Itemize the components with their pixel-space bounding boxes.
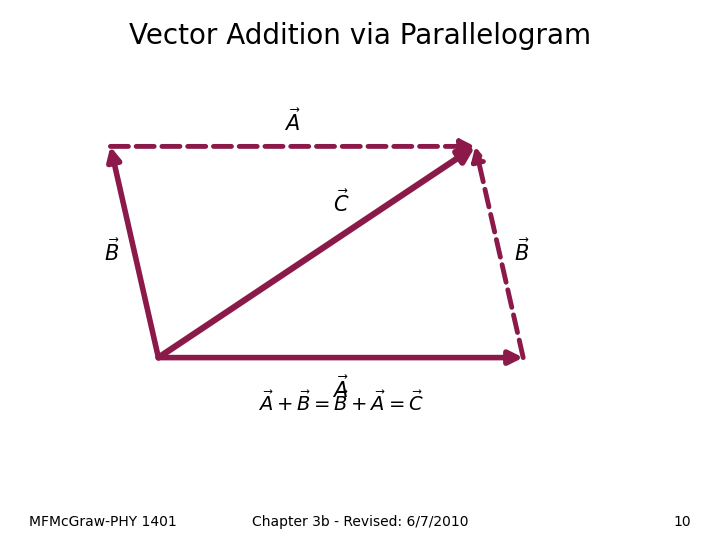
Text: Chapter 3b - Revised: 6/7/2010: Chapter 3b - Revised: 6/7/2010 bbox=[252, 515, 468, 529]
Text: 10: 10 bbox=[674, 515, 691, 529]
Text: $\vec{A}+\vec{B}=\vec{B}+\vec{A}=\vec{C}$: $\vec{A}+\vec{B}=\vec{B}+\vec{A}=\vec{C}… bbox=[258, 391, 423, 415]
Text: Vector Addition via Parallelogram: Vector Addition via Parallelogram bbox=[129, 22, 591, 50]
Text: $\vec{C}$: $\vec{C}$ bbox=[333, 188, 350, 215]
Text: $\vec{A}$: $\vec{A}$ bbox=[333, 375, 349, 402]
Text: $\vec{B}$: $\vec{B}$ bbox=[104, 239, 120, 265]
Text: MFMcGraw-PHY 1401: MFMcGraw-PHY 1401 bbox=[29, 515, 176, 529]
Text: $\vec{A}$: $\vec{A}$ bbox=[284, 108, 301, 135]
Text: $\vec{B}$: $\vec{B}$ bbox=[513, 239, 529, 265]
